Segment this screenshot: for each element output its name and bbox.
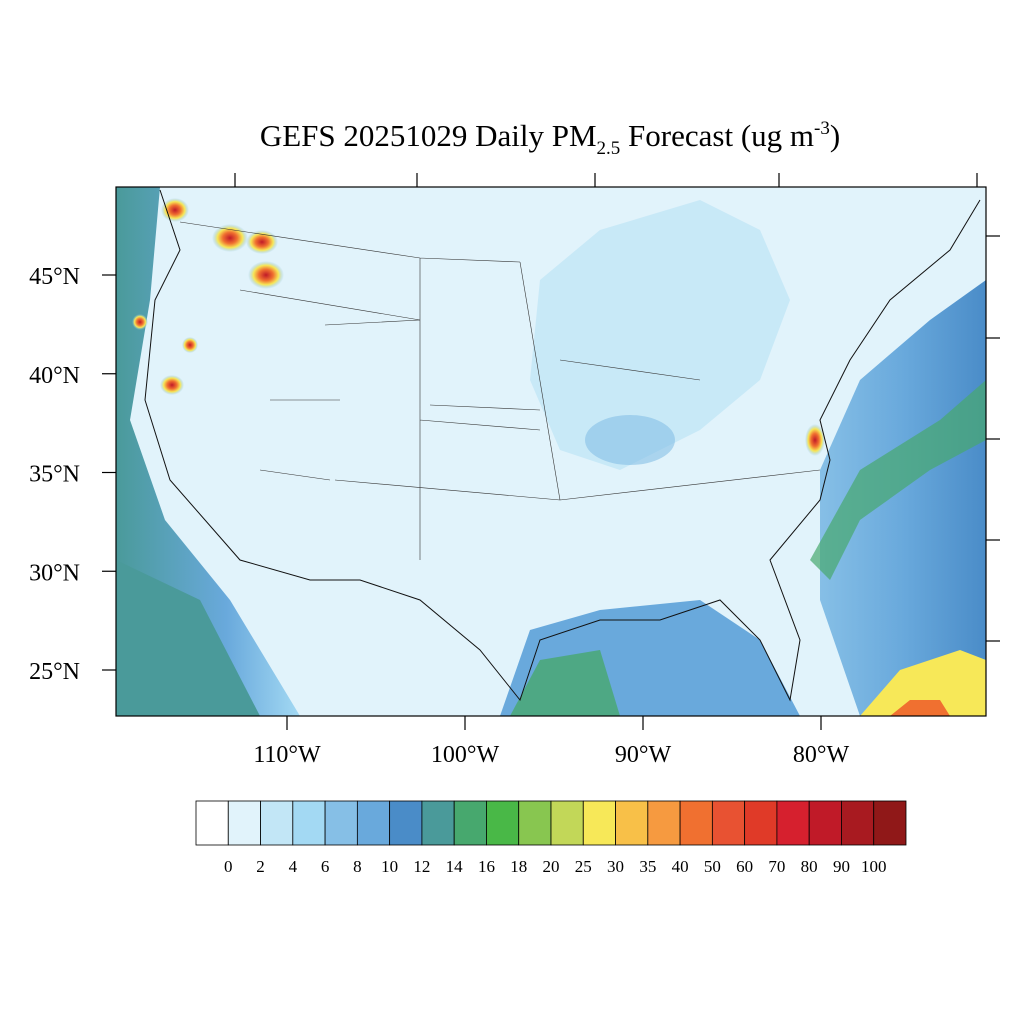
lat-tick-label: 45°N [29,264,80,290]
colorbar-label: 18 [510,857,527,876]
colorbar-box [260,800,294,846]
lon-tick-label: 80°W [793,742,850,768]
colorbar-label: 40 [672,857,689,876]
colorbar-label: 30 [607,857,624,876]
plot-frame [115,186,987,717]
colorbar-label: 70 [768,857,785,876]
colorbar-label: 6 [321,857,330,876]
colorbar-box [195,800,229,846]
title: GEFS 20251029 Daily PM2.5 Forecast (ug m… [260,118,840,159]
colorbar-box [550,800,584,846]
colorbar-box [873,800,907,846]
colorbar-label: 8 [353,857,362,876]
lat-tick-label: 25°N [29,659,80,685]
lon-tick-label: 90°W [615,742,672,768]
lon-tick-label: 100°W [431,742,500,768]
colorbar-label: 16 [478,857,495,876]
colorbar-box [776,800,810,846]
colorbar-label: 2 [256,857,265,876]
colorbar-label: 12 [413,857,430,876]
colorbar-box [647,800,681,846]
colorbar-box [518,800,552,846]
lat-tick-label: 35°N [29,462,80,488]
colorbar-box [615,800,649,846]
colorbar-label: 20 [543,857,560,876]
colorbar-label: 90 [833,857,850,876]
colorbar-label: 10 [381,857,398,876]
colorbar-label: 35 [639,857,656,876]
colorbar-box [292,800,326,846]
colorbar-box [356,800,391,846]
colorbar-box [711,800,746,846]
lat-tick-label: 40°N [29,363,80,389]
colorbar-label: 60 [736,857,753,876]
map-field [116,187,986,716]
lat-tick-label: 30°N [29,560,80,586]
colorbar-box [808,800,842,846]
colorbar-label: 4 [289,857,298,876]
lon-tick-label: 110°W [253,742,321,768]
colorbar-label: 50 [704,857,721,876]
colorbar-box [227,800,261,846]
colorbar-box [486,800,520,846]
colorbar-box [841,800,875,846]
colorbar-box [421,800,455,846]
colorbar-box [389,800,423,846]
colorbar-box [582,800,616,846]
colorbar-label: 100 [861,857,887,876]
colorbar-label: 0 [224,857,233,876]
colorbar-label: 14 [446,857,464,876]
frame-ticks [234,173,1000,642]
colorbar-box [453,800,487,846]
colorbar-box [679,800,713,846]
colorbar-box [324,800,358,846]
colorbar-label: 25 [575,857,592,876]
colorbar-box [744,800,778,846]
colorbar-label: 80 [801,857,818,876]
